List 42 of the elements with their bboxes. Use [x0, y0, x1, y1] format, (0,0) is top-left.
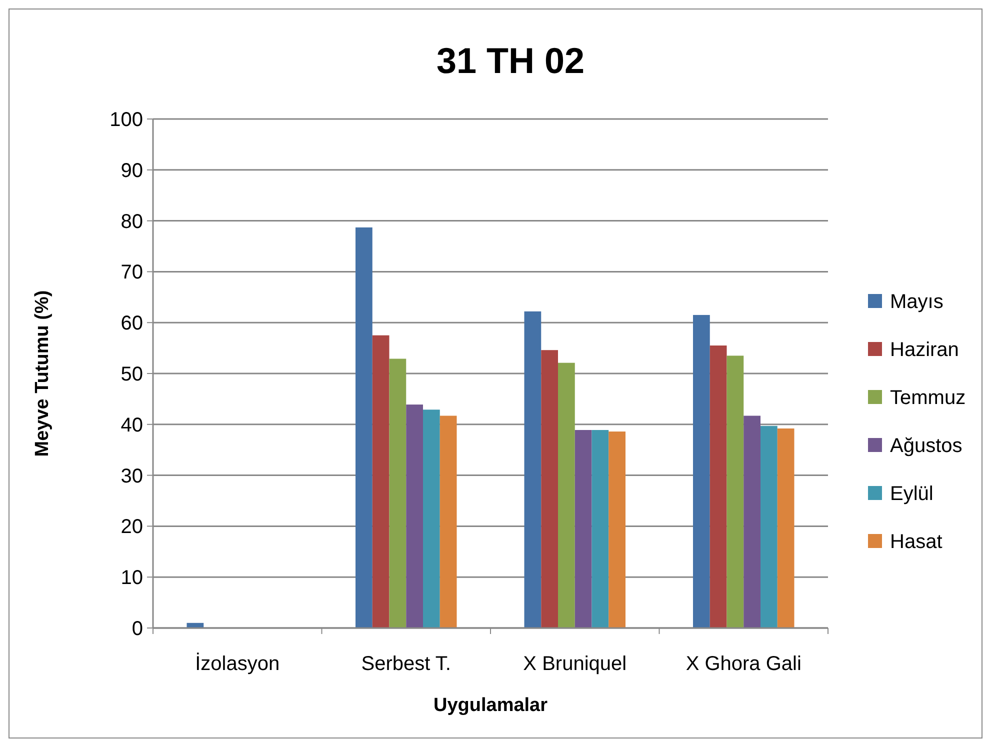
- y-tick-label: 20: [120, 516, 143, 538]
- y-axis-title: Meyve Tutumu (%): [32, 290, 53, 457]
- y-tick-label: 10: [120, 567, 143, 590]
- y-tick-label: 40: [120, 414, 143, 436]
- y-tick-label: 0: [132, 618, 143, 640]
- bar: [541, 350, 558, 628]
- legend-label: Ağustos: [890, 435, 962, 457]
- bar: [592, 430, 609, 628]
- legend-label: Mayıs: [890, 291, 944, 313]
- bar: [760, 426, 778, 628]
- y-tick-label: 30: [120, 465, 143, 488]
- y-tick-label: 50: [120, 364, 143, 386]
- bar: [693, 314, 710, 628]
- y-tick-label: 70: [120, 262, 143, 284]
- x-tick-label: X Ghora Gali: [686, 653, 802, 675]
- x-tick-label: Serbest T.: [361, 653, 451, 675]
- y-tick-label: 90: [120, 160, 143, 182]
- legend-label: Hasat: [890, 531, 943, 553]
- x-axis-title: Uygulamalar: [433, 695, 548, 716]
- bar: [406, 404, 423, 628]
- y-tick-label: 80: [120, 210, 143, 233]
- x-tick-label: İzolasyon: [195, 652, 280, 675]
- bar: [558, 362, 575, 628]
- bar: [574, 430, 592, 628]
- bar: [372, 335, 390, 628]
- y-tick-label: 100: [110, 109, 143, 131]
- y-tick-label: 60: [120, 312, 143, 335]
- bar: [777, 428, 794, 628]
- bar: [608, 432, 626, 628]
- bar: [423, 410, 440, 628]
- legend-label: Haziran: [890, 339, 959, 361]
- bar: [356, 227, 372, 628]
- bar: [389, 358, 406, 628]
- legend-label: Eylül: [890, 483, 934, 505]
- bar: [710, 346, 727, 628]
- x-tick-label: X Bruniquel: [523, 653, 627, 675]
- legend-label: Temmuz: [890, 387, 966, 409]
- bar: [726, 356, 744, 628]
- bar: [744, 416, 760, 628]
- bar: [524, 311, 542, 628]
- chart-title: 31 TH 02: [436, 40, 585, 81]
- bar: [440, 416, 457, 628]
